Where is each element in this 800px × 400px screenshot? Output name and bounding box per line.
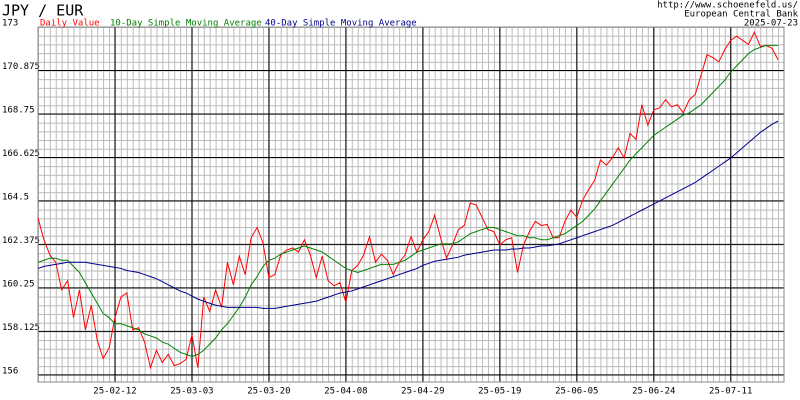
y-tick-label: 158.125	[2, 323, 40, 333]
x-tick-label: 25-07-11	[709, 387, 752, 397]
x-tick-label: 25-03-03	[170, 387, 213, 397]
x-tick-label: 25-04-29	[401, 387, 444, 397]
y-tick-label: 162.375	[2, 236, 40, 246]
y-tick-label: 160.25	[2, 279, 35, 289]
chart-title: JPY / EUR	[2, 2, 84, 20]
x-tick-label: 25-05-19	[478, 387, 521, 397]
legend-entry: 10-Day Simple Moving Average	[110, 19, 262, 29]
legend-entry: Daily Value	[40, 19, 100, 29]
date: 2025-07-23	[744, 19, 798, 29]
series-line	[37, 30, 779, 370]
series-line	[37, 44, 779, 357]
y-tick-label: 156	[2, 366, 18, 376]
x-tick-label: 25-03-20	[247, 387, 290, 397]
source: European Central Bank	[684, 10, 798, 20]
x-tick-label: 25-02-12	[93, 387, 136, 397]
plot-area	[38, 27, 784, 382]
x-tick-label: 25-04-08	[324, 387, 367, 397]
legend-entry: 40-Day Simple Moving Average	[265, 19, 417, 29]
x-tick-label: 25-06-24	[632, 387, 675, 397]
y-tick-label: 168.75	[2, 105, 35, 115]
y-tick-label: 170.875	[2, 62, 40, 72]
source-url: http://www.schoenefeld.us/	[657, 1, 798, 11]
series-line	[37, 120, 779, 309]
y-tick-label: 164.5	[2, 192, 29, 202]
y-tick-label: 173	[2, 19, 18, 29]
x-tick-label: 25-06-05	[555, 387, 598, 397]
plot-frame	[37, 26, 785, 383]
y-tick-label: 166.625	[2, 149, 40, 159]
